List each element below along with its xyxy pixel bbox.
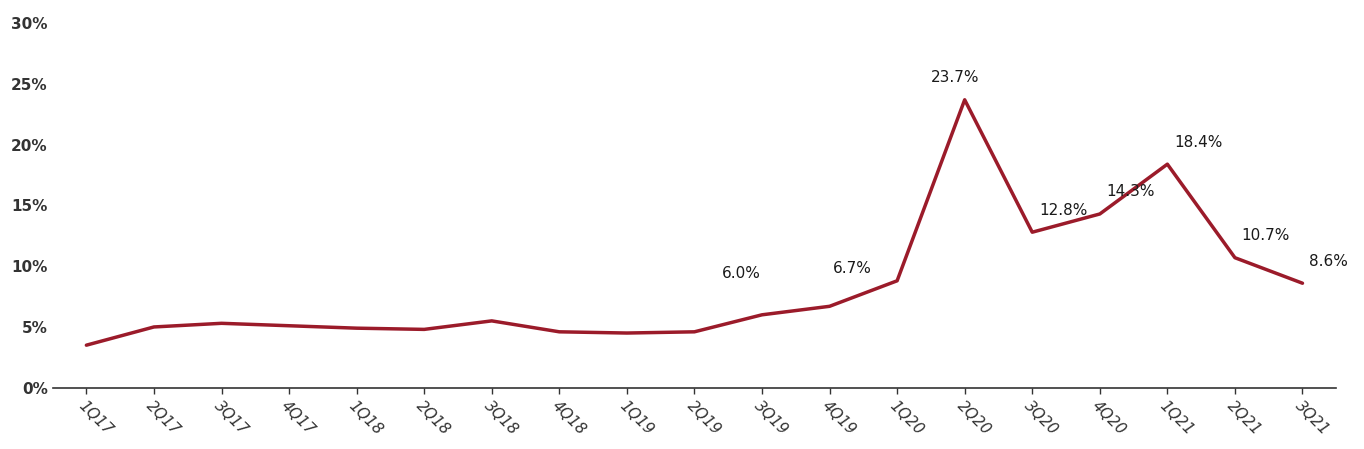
Text: 12.8%: 12.8% [1039, 202, 1087, 218]
Text: 6.0%: 6.0% [722, 266, 760, 281]
Text: 8.6%: 8.6% [1309, 254, 1348, 269]
Text: 18.4%: 18.4% [1174, 135, 1222, 150]
Text: 14.3%: 14.3% [1106, 185, 1155, 199]
Text: 6.7%: 6.7% [833, 261, 872, 276]
Text: 10.7%: 10.7% [1241, 228, 1290, 243]
Text: 23.7%: 23.7% [930, 70, 979, 85]
